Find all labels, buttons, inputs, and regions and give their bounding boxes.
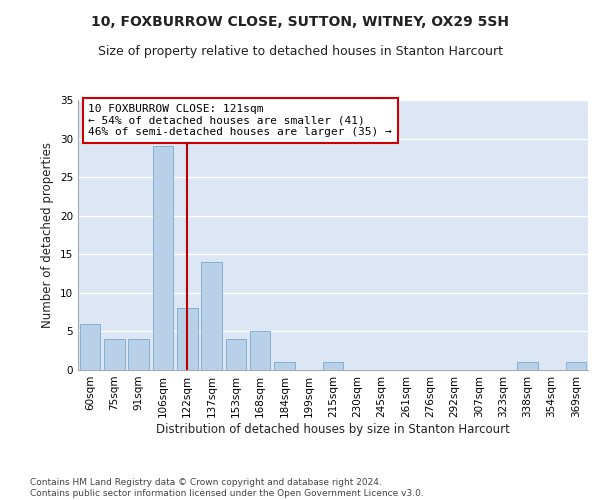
Bar	[566, 362, 586, 370]
Bar	[152, 146, 173, 370]
Text: Size of property relative to detached houses in Stanton Harcourt: Size of property relative to detached ho…	[97, 45, 503, 58]
Bar	[250, 332, 271, 370]
Bar	[274, 362, 295, 370]
Bar	[104, 339, 125, 370]
Bar	[177, 308, 197, 370]
Text: 10, FOXBURROW CLOSE, SUTTON, WITNEY, OX29 5SH: 10, FOXBURROW CLOSE, SUTTON, WITNEY, OX2…	[91, 15, 509, 29]
X-axis label: Distribution of detached houses by size in Stanton Harcourt: Distribution of detached houses by size …	[156, 422, 510, 436]
Bar	[201, 262, 222, 370]
Text: 10 FOXBURROW CLOSE: 121sqm
← 54% of detached houses are smaller (41)
46% of semi: 10 FOXBURROW CLOSE: 121sqm ← 54% of deta…	[88, 104, 392, 137]
Bar	[226, 339, 246, 370]
Bar	[128, 339, 149, 370]
Bar	[517, 362, 538, 370]
Y-axis label: Number of detached properties: Number of detached properties	[41, 142, 55, 328]
Bar	[80, 324, 100, 370]
Text: Contains HM Land Registry data © Crown copyright and database right 2024.
Contai: Contains HM Land Registry data © Crown c…	[30, 478, 424, 498]
Bar	[323, 362, 343, 370]
